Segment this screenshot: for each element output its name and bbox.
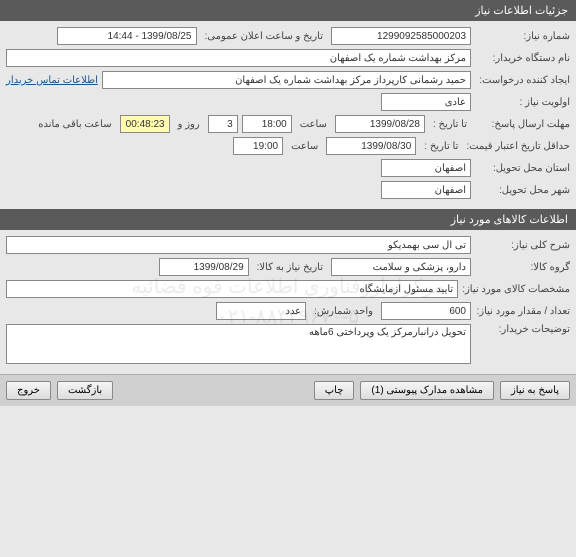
credit-date-field: 1399/08/30 [326,137,416,155]
back-button[interactable]: بازگشت [57,381,113,400]
deadline-time-field: 18:00 [242,115,292,133]
row-credit: حداقل تاریخ اعتبار قیمت: تا تاریخ : 1399… [6,137,570,155]
row-city: شهر محل تحویل: اصفهان [6,181,570,199]
button-bar: پاسخ به نیاز مشاهده مدارک پیوستی (1) چاپ… [0,374,576,406]
goods-group-field: دارو، پزشکی و سلامت [331,258,471,276]
exit-button[interactable]: خروج [6,381,51,400]
print-button[interactable]: چاپ [314,381,355,400]
to-date-label: تا تاریخ : [429,119,471,130]
priority-field: عادی [381,93,471,111]
quantity-label: تعداد / مقدار مورد نیاز: [475,306,570,317]
days-field: 3 [208,115,238,133]
goods-info-header: اطلاعات کالاهای مورد نیاز [0,209,576,230]
row-goods-group: گروه کالا: دارو، پزشکی و سلامت تاریخ نیا… [6,258,570,276]
remaining-label: ساعت باقی مانده [34,119,115,130]
buyer-notes-label: توضیحات خریدار: [475,324,570,335]
need-number-field: 1299092585000203 [331,27,471,45]
credit-to-date-label: تا تاریخ : [420,141,462,152]
general-desc-label: شرح کلی نیاز: [475,240,570,251]
unit-field: عدد [216,302,306,320]
attachments-button[interactable]: مشاهده مدارک پیوستی (1) [360,381,494,400]
requester-label: ایجاد کننده درخواست: [475,75,570,86]
row-priority: اولویت نیاز : عادی [6,93,570,111]
min-credit-label: حداقل تاریخ اعتبار قیمت: [466,141,570,152]
delivery-city-label: شهر محل تحویل: [475,185,570,196]
goods-spec-field: تایید مسئول ازمایشگاه [6,280,458,298]
row-province: استان محل تحویل: اصفهان [6,159,570,177]
general-desc-field: تی ال سی بهمدیکو [6,236,471,254]
deadline-date-field: 1399/08/28 [335,115,425,133]
row-goods-spec: مشخصات کالای مورد نیاز: تایید مسئول ازما… [6,280,570,298]
need-date-field: 1399/08/29 [159,258,249,276]
goods-spec-label: مشخصات کالای مورد نیاز: [462,284,570,295]
need-date-label: تاریخ نیاز به کالا: [253,262,327,273]
row-requester: ایجاد کننده درخواست: حمید رشمانی کارپردا… [6,71,570,89]
row-buyer-org: نام دستگاه خریدار: مرکز بهداشت شماره یک … [6,49,570,67]
announce-datetime-label: تاریخ و ساعت اعلان عمومی: [201,31,328,42]
priority-label: اولویت نیاز : [475,97,570,108]
unit-label: واحد شمارش: [310,306,377,317]
row-deadline: مهلت ارسال پاسخ: تا تاریخ : 1399/08/28 س… [6,115,570,133]
need-info-body: شماره نیاز: 1299092585000203 تاریخ و ساع… [0,21,576,209]
goods-info-body: مرکزآماروفناوری اطلاعات قوه قضائیه ۰۲۱-۸… [0,230,576,374]
goods-group-label: گروه کالا: [475,262,570,273]
respond-button[interactable]: پاسخ به نیاز [500,381,570,400]
announce-datetime-field: 1399/08/25 - 14:44 [57,27,197,45]
row-general-desc: شرح کلی نیاز: تی ال سی بهمدیکو [6,236,570,254]
need-info-header: جزئیات اطلاعات نیاز [0,0,576,21]
delivery-province-field: اصفهان [381,159,471,177]
row-quantity: تعداد / مقدار مورد نیاز: 600 واحد شمارش:… [6,302,570,320]
row-buyer-notes: توضیحات خریدار: تحویل درانبارمرکز یک وپر… [6,324,570,364]
requester-field: حمید رشمانی کارپرداز مرکز بهداشت شماره ی… [102,71,471,89]
delivery-province-label: استان محل تحویل: [475,163,570,174]
deadline-label: مهلت ارسال پاسخ: [475,119,570,130]
buyer-org-field: مرکز بهداشت شماره یک اصفهان [6,49,471,67]
need-number-label: شماره نیاز: [475,31,570,42]
buyer-notes-field: تحویل درانبارمرکز یک وپرداختی 6ماهه [6,324,471,364]
credit-time-label: ساعت [287,141,322,152]
quantity-field: 600 [381,302,471,320]
deadline-time-label: ساعت [296,119,331,130]
contact-link[interactable]: اطلاعات تماس خریدار [6,75,98,86]
buyer-org-label: نام دستگاه خریدار: [475,53,570,64]
delivery-city-field: اصفهان [381,181,471,199]
credit-time-field: 19:00 [233,137,283,155]
row-need-number: شماره نیاز: 1299092585000203 تاریخ و ساع… [6,27,570,45]
remaining-time-field: 00:48:23 [120,115,170,133]
days-label: روز و [174,119,204,130]
